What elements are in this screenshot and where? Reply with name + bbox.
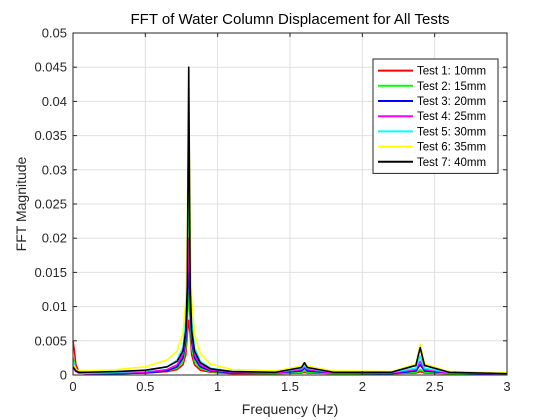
legend-entry: Test 6: 35mm: [417, 142, 486, 154]
x-tick-label: 2: [359, 379, 366, 394]
legend-entry: Test 3: 20mm: [417, 96, 486, 108]
x-tick-label: 3: [503, 379, 510, 394]
x-tick-label: 0.5: [136, 379, 154, 394]
y-tick-label: 0.015: [34, 265, 67, 280]
y-tick-label: 0.01: [42, 299, 67, 314]
x-axis-title: Frequency (Hz): [242, 401, 338, 417]
legend-entry: Test 7: 40mm: [417, 157, 486, 169]
y-tick-label: 0.05: [42, 26, 67, 41]
y-tick-label: 0.04: [42, 94, 67, 109]
y-tick-label: 0.03: [42, 162, 67, 177]
y-tick-label: 0: [60, 368, 67, 383]
chart-title: FFT of Water Column Displacement for All…: [131, 11, 450, 28]
x-tick-label: 1.5: [281, 379, 299, 394]
legend-entry: Test 4: 25mm: [417, 111, 486, 123]
legend-entry: Test 2: 15mm: [417, 81, 486, 93]
series-line-test-7-40mm: [72, 66, 508, 375]
legend: Test 1: 10mm Test 2: 15mm Test 3: 20mm Test…: [372, 58, 499, 174]
ticks: [72, 32, 508, 376]
y-tick-label: 0.025: [34, 197, 67, 212]
x-tick-label: 2.5: [426, 379, 444, 394]
x-tick-label: 0: [69, 379, 76, 394]
y-tick-label: 0.02: [42, 231, 67, 246]
y-tick-label: 0.005: [34, 333, 67, 348]
series-layer: [72, 66, 508, 376]
x-tick-label: 1: [214, 379, 221, 394]
y-tick-label: 0.035: [34, 128, 67, 143]
legend-entry: Test 5: 30mm: [417, 126, 486, 138]
tick-labels: 0 0.5 1 1.5 2 2.5 3 0 0.005 0.01 0.015 0.02 0.025 0.0…: [34, 26, 510, 395]
legend-entry: Test 1: 10mm: [417, 66, 486, 78]
y-axis-title: FFT Magnitude: [13, 156, 29, 251]
y-tick-label: 0.045: [34, 60, 67, 75]
